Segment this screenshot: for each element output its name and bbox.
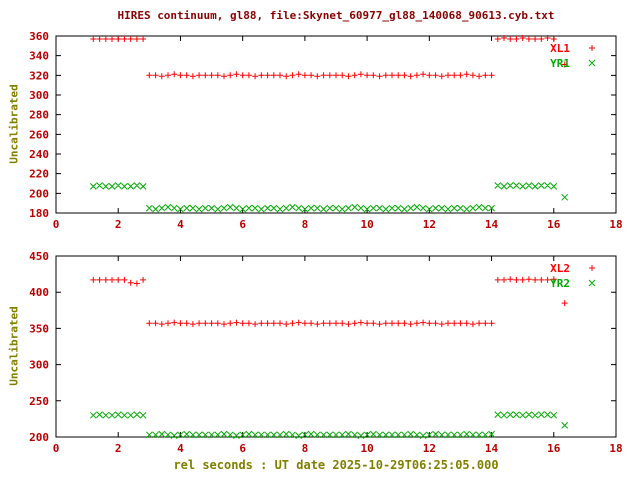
- legend-label: XL1: [550, 42, 570, 55]
- tick-marks: [55, 255, 617, 438]
- x-tick-label: 8: [302, 218, 309, 231]
- y-tick-label: 360: [29, 30, 49, 43]
- y-tick-label: 300: [29, 359, 49, 372]
- legend-label: YR2: [550, 277, 570, 290]
- x-tick-label: 2: [115, 442, 122, 455]
- y-tick-label: 220: [29, 168, 49, 181]
- x-tick-label: 4: [177, 218, 184, 231]
- x-tick-label: 12: [423, 218, 436, 231]
- series-xl2-points: [90, 265, 595, 328]
- y-tick-label: 240: [29, 148, 49, 161]
- y-tick-label: 180: [29, 207, 49, 220]
- series-xl1-points: [90, 35, 595, 80]
- y-tick-label: 200: [29, 187, 49, 200]
- series-yr1-points: [89, 59, 596, 213]
- x-tick-label: 6: [239, 442, 246, 455]
- legend-label: XL2: [550, 262, 570, 275]
- x-tick-label: 10: [360, 442, 373, 455]
- x-tick-label: 8: [302, 442, 309, 455]
- y-tick-label: 450: [29, 250, 49, 263]
- y-tick-label: 260: [29, 128, 49, 141]
- x-tick-label: 14: [485, 218, 499, 231]
- y-tick-label: 350: [29, 322, 49, 335]
- y-tick-label: 200: [29, 431, 49, 444]
- x-tick-label: 4: [177, 442, 184, 455]
- chart-title: HIRES continuum, gl88, file:Skynet_60977…: [117, 9, 555, 22]
- y-tick-label: 280: [29, 109, 49, 122]
- x-tick-label: 10: [360, 218, 373, 231]
- legend-label: YR1: [550, 57, 570, 70]
- x-tick-label: 12: [423, 442, 436, 455]
- x-tick-label: 0: [53, 218, 60, 231]
- x-tick-label: 18: [609, 442, 622, 455]
- y-tick-label: 340: [29, 50, 49, 63]
- y-tick-label: 250: [29, 395, 49, 408]
- plot-border: [55, 255, 617, 438]
- plot-border: [55, 35, 617, 214]
- x-tick-label: 2: [115, 218, 122, 231]
- y-tick-label: 400: [29, 286, 49, 299]
- y-tick-label: 320: [29, 69, 49, 82]
- x-tick-label: 0: [53, 442, 60, 455]
- x-axis-label: rel seconds : UT date 2025-10-29T06:25:0…: [173, 458, 499, 472]
- y-tick-label: 300: [29, 89, 49, 102]
- series-yr2-points: [89, 279, 596, 439]
- x-tick-label: 18: [609, 218, 622, 231]
- x-tick-label: 16: [547, 218, 561, 231]
- tick-marks: [55, 35, 617, 214]
- x-tick-label: 14: [485, 442, 499, 455]
- x-tick-label: 16: [547, 442, 561, 455]
- x-tick-label: 6: [239, 218, 246, 231]
